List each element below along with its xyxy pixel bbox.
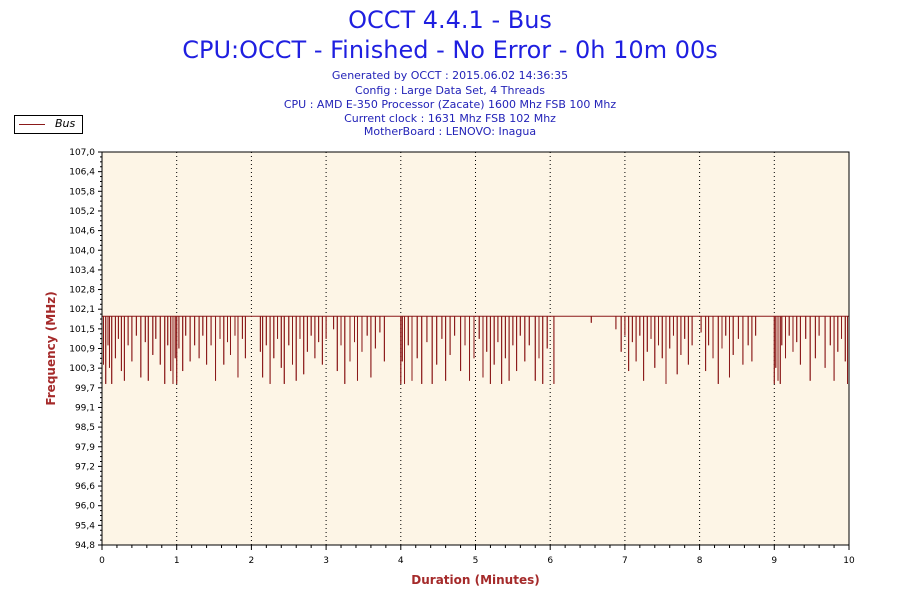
legend-label: Bus: [55, 117, 76, 130]
series-line-bus: [102, 315, 849, 384]
y-tick-label: 95,4: [75, 521, 95, 531]
x-tick-label: 1: [174, 556, 180, 566]
chart-title: OCCT 4.4.1 - Bus: [348, 6, 552, 34]
y-tick-label: 96,6: [75, 482, 95, 492]
y-tick-label: 99,1: [75, 403, 95, 413]
y-tick-label: 106,4: [69, 168, 95, 178]
y-tick-label: 102,8: [69, 286, 95, 296]
x-tick-label: 5: [473, 556, 479, 566]
series-layer: [102, 315, 849, 384]
x-tick-label: 8: [697, 556, 703, 566]
y-tick-label: 107,0: [69, 148, 95, 158]
chart-subtitle: CPU:OCCT - Finished - No Error - 0h 10m …: [182, 36, 718, 64]
y-tick-label: 97,2: [75, 462, 95, 472]
y-tick-label: 100,3: [69, 364, 95, 374]
x-tick-label: 7: [622, 556, 628, 566]
y-tick-label: 103,4: [69, 266, 95, 276]
legend-swatch: [19, 124, 45, 125]
info-generated: Generated by OCCT : 2015.06.02 14:36:35: [331, 69, 569, 82]
y-tick-label: 105,8: [69, 187, 95, 197]
y-tick-label: 99,7: [75, 384, 95, 394]
x-tick-label: 9: [771, 556, 777, 566]
x-tick-label: 0: [99, 556, 105, 566]
y-tick-label: 97,9: [75, 443, 95, 453]
x-axis-title: Duration (Minutes): [411, 573, 539, 587]
y-tick-label: 94,8: [75, 541, 95, 551]
info-config: Config : Large Data Set, 4 Threads: [355, 84, 545, 97]
x-tick-label: 2: [249, 556, 255, 566]
y-tick-label: 98,5: [75, 423, 95, 433]
y-tick-label: 100,9: [69, 345, 95, 355]
y-tick-label: 102,1: [69, 305, 95, 315]
y-axis-title: Frequency (MHz): [44, 291, 58, 405]
x-tick-label: 4: [398, 556, 404, 566]
y-tick-label: 105,2: [69, 207, 95, 217]
y-tick-label: 96,0: [75, 502, 95, 512]
x-tick-label: 3: [323, 556, 329, 566]
x-tick-label: 6: [547, 556, 553, 566]
y-tick-label: 104,6: [69, 227, 95, 237]
axis-layer: 94,8 95,4 96,0 96,6 97,2 97,9 98,5 99,1 99,7 100,…: [69, 148, 855, 566]
y-tick-label: 101,5: [69, 325, 95, 335]
x-tick-label: 10: [843, 556, 855, 566]
info-cpu: CPU : AMD E-350 Processor (Zacate) 1600 …: [283, 98, 617, 111]
info-motherboard: MotherBoard : LENOVO: Inagua: [363, 125, 537, 138]
legend: Bus: [14, 115, 83, 134]
y-tick-label: 104,0: [69, 246, 95, 256]
info-current-clock: Current clock : 1631 Mhz FSB 102 Mhz: [344, 112, 556, 125]
